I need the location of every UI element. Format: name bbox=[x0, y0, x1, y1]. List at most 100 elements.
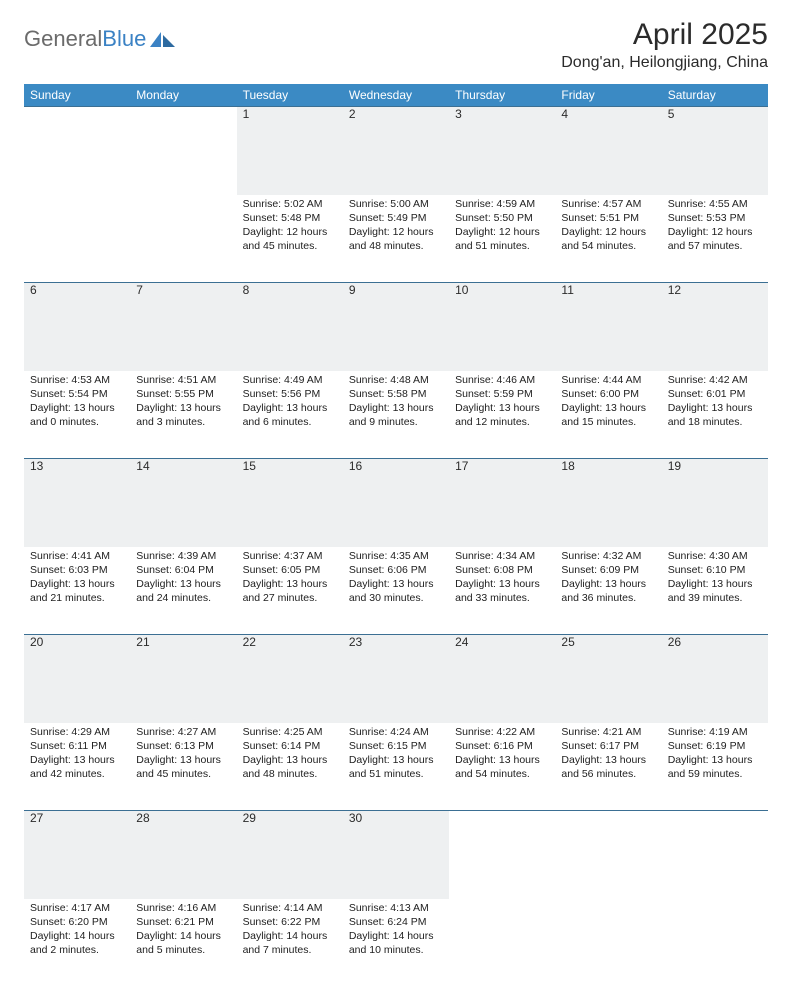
empty-day-number bbox=[555, 811, 661, 899]
day-cell: Sunrise: 4:39 AMSunset: 6:04 PMDaylight:… bbox=[130, 547, 236, 635]
day-cell-content: Sunrise: 5:02 AMSunset: 5:48 PMDaylight:… bbox=[243, 195, 337, 254]
day-number: 9 bbox=[343, 283, 449, 371]
daylight-line: Daylight: 12 hours and 57 minutes. bbox=[668, 225, 762, 253]
sunset-line: Sunset: 6:24 PM bbox=[349, 915, 443, 929]
day-number: 10 bbox=[449, 283, 555, 371]
day-number: 3 bbox=[449, 107, 555, 195]
day-cell: Sunrise: 4:13 AMSunset: 6:24 PMDaylight:… bbox=[343, 899, 449, 987]
sunset-line: Sunset: 5:48 PM bbox=[243, 211, 337, 225]
day-cell: Sunrise: 5:02 AMSunset: 5:48 PMDaylight:… bbox=[237, 195, 343, 283]
day-number: 24 bbox=[449, 635, 555, 723]
day-number: 6 bbox=[24, 283, 130, 371]
sunrise-line: Sunrise: 4:30 AM bbox=[668, 549, 762, 563]
day-number-row: 12345 bbox=[24, 107, 768, 195]
sunrise-line: Sunrise: 4:34 AM bbox=[455, 549, 549, 563]
sunset-line: Sunset: 6:00 PM bbox=[561, 387, 655, 401]
day-number: 1 bbox=[237, 107, 343, 195]
sunrise-line: Sunrise: 5:02 AM bbox=[243, 197, 337, 211]
day-cell: Sunrise: 5:00 AMSunset: 5:49 PMDaylight:… bbox=[343, 195, 449, 283]
sunset-line: Sunset: 5:58 PM bbox=[349, 387, 443, 401]
sunrise-line: Sunrise: 4:29 AM bbox=[30, 725, 124, 739]
sunrise-line: Sunrise: 4:37 AM bbox=[243, 549, 337, 563]
day-number: 16 bbox=[343, 459, 449, 547]
daylight-line: Daylight: 13 hours and 54 minutes. bbox=[455, 753, 549, 781]
day-cell: Sunrise: 4:46 AMSunset: 5:59 PMDaylight:… bbox=[449, 371, 555, 459]
brand-name-blue: Blue bbox=[102, 26, 146, 51]
sail-icon bbox=[150, 30, 176, 48]
empty-day-cell bbox=[24, 195, 130, 283]
daylight-line: Daylight: 13 hours and 30 minutes. bbox=[349, 577, 443, 605]
empty-day-number bbox=[130, 107, 236, 195]
day-number-row: 20212223242526 bbox=[24, 635, 768, 723]
daylight-line: Daylight: 12 hours and 45 minutes. bbox=[243, 225, 337, 253]
day-number: 12 bbox=[662, 283, 768, 371]
day-number: 20 bbox=[24, 635, 130, 723]
sunrise-line: Sunrise: 4:16 AM bbox=[136, 901, 230, 915]
day-number: 13 bbox=[24, 459, 130, 547]
day-cell-content: Sunrise: 4:55 AMSunset: 5:53 PMDaylight:… bbox=[668, 195, 762, 254]
sunrise-line: Sunrise: 4:48 AM bbox=[349, 373, 443, 387]
sunset-line: Sunset: 5:53 PM bbox=[668, 211, 762, 225]
day-cell-content: Sunrise: 4:24 AMSunset: 6:15 PMDaylight:… bbox=[349, 723, 443, 782]
day-number: 15 bbox=[237, 459, 343, 547]
day-number: 23 bbox=[343, 635, 449, 723]
day-number: 29 bbox=[237, 811, 343, 899]
day-cell-content: Sunrise: 4:37 AMSunset: 6:05 PMDaylight:… bbox=[243, 547, 337, 606]
day-cell: Sunrise: 4:42 AMSunset: 6:01 PMDaylight:… bbox=[662, 371, 768, 459]
brand-name: GeneralBlue bbox=[24, 26, 146, 52]
day-header: Saturday bbox=[662, 84, 768, 107]
daylight-line: Daylight: 13 hours and 42 minutes. bbox=[30, 753, 124, 781]
sunset-line: Sunset: 5:55 PM bbox=[136, 387, 230, 401]
day-cell: Sunrise: 4:17 AMSunset: 6:20 PMDaylight:… bbox=[24, 899, 130, 987]
daylight-line: Daylight: 13 hours and 18 minutes. bbox=[668, 401, 762, 429]
day-cell: Sunrise: 4:27 AMSunset: 6:13 PMDaylight:… bbox=[130, 723, 236, 811]
daylight-line: Daylight: 12 hours and 54 minutes. bbox=[561, 225, 655, 253]
sunrise-line: Sunrise: 4:35 AM bbox=[349, 549, 443, 563]
sunset-line: Sunset: 5:51 PM bbox=[561, 211, 655, 225]
day-cell: Sunrise: 4:53 AMSunset: 5:54 PMDaylight:… bbox=[24, 371, 130, 459]
day-cell: Sunrise: 4:57 AMSunset: 5:51 PMDaylight:… bbox=[555, 195, 661, 283]
day-cell: Sunrise: 4:21 AMSunset: 6:17 PMDaylight:… bbox=[555, 723, 661, 811]
day-cell: Sunrise: 4:44 AMSunset: 6:00 PMDaylight:… bbox=[555, 371, 661, 459]
sunrise-line: Sunrise: 4:39 AM bbox=[136, 549, 230, 563]
day-number: 22 bbox=[237, 635, 343, 723]
day-cell: Sunrise: 4:49 AMSunset: 5:56 PMDaylight:… bbox=[237, 371, 343, 459]
sunrise-line: Sunrise: 4:41 AM bbox=[30, 549, 124, 563]
sunset-line: Sunset: 6:10 PM bbox=[668, 563, 762, 577]
sunset-line: Sunset: 5:56 PM bbox=[243, 387, 337, 401]
daylight-line: Daylight: 13 hours and 39 minutes. bbox=[668, 577, 762, 605]
daylight-line: Daylight: 12 hours and 51 minutes. bbox=[455, 225, 549, 253]
day-cell: Sunrise: 4:25 AMSunset: 6:14 PMDaylight:… bbox=[237, 723, 343, 811]
sunset-line: Sunset: 6:16 PM bbox=[455, 739, 549, 753]
sunset-line: Sunset: 6:05 PM bbox=[243, 563, 337, 577]
day-cell-content: Sunrise: 4:27 AMSunset: 6:13 PMDaylight:… bbox=[136, 723, 230, 782]
day-cell-content: Sunrise: 4:16 AMSunset: 6:21 PMDaylight:… bbox=[136, 899, 230, 958]
day-header: Sunday bbox=[24, 84, 130, 107]
sunrise-line: Sunrise: 4:55 AM bbox=[668, 197, 762, 211]
sunrise-line: Sunrise: 4:53 AM bbox=[30, 373, 124, 387]
sunset-line: Sunset: 6:17 PM bbox=[561, 739, 655, 753]
day-cell: Sunrise: 4:30 AMSunset: 6:10 PMDaylight:… bbox=[662, 547, 768, 635]
day-number: 2 bbox=[343, 107, 449, 195]
day-header: Friday bbox=[555, 84, 661, 107]
day-number-row: 13141516171819 bbox=[24, 459, 768, 547]
sunrise-line: Sunrise: 4:24 AM bbox=[349, 725, 443, 739]
day-cell-content: Sunrise: 4:51 AMSunset: 5:55 PMDaylight:… bbox=[136, 371, 230, 430]
daylight-line: Daylight: 13 hours and 59 minutes. bbox=[668, 753, 762, 781]
daylight-line: Daylight: 13 hours and 6 minutes. bbox=[243, 401, 337, 429]
day-cell: Sunrise: 4:59 AMSunset: 5:50 PMDaylight:… bbox=[449, 195, 555, 283]
day-cell: Sunrise: 4:19 AMSunset: 6:19 PMDaylight:… bbox=[662, 723, 768, 811]
day-cell: Sunrise: 4:55 AMSunset: 5:53 PMDaylight:… bbox=[662, 195, 768, 283]
day-number: 25 bbox=[555, 635, 661, 723]
sunrise-line: Sunrise: 4:49 AM bbox=[243, 373, 337, 387]
day-cell-content: Sunrise: 4:17 AMSunset: 6:20 PMDaylight:… bbox=[30, 899, 124, 958]
sunrise-line: Sunrise: 4:51 AM bbox=[136, 373, 230, 387]
daylight-line: Daylight: 13 hours and 48 minutes. bbox=[243, 753, 337, 781]
daylight-line: Daylight: 12 hours and 48 minutes. bbox=[349, 225, 443, 253]
day-number: 19 bbox=[662, 459, 768, 547]
day-content-row: Sunrise: 4:41 AMSunset: 6:03 PMDaylight:… bbox=[24, 547, 768, 635]
day-cell: Sunrise: 4:24 AMSunset: 6:15 PMDaylight:… bbox=[343, 723, 449, 811]
sunset-line: Sunset: 6:11 PM bbox=[30, 739, 124, 753]
sunset-line: Sunset: 6:13 PM bbox=[136, 739, 230, 753]
empty-day-number bbox=[449, 811, 555, 899]
